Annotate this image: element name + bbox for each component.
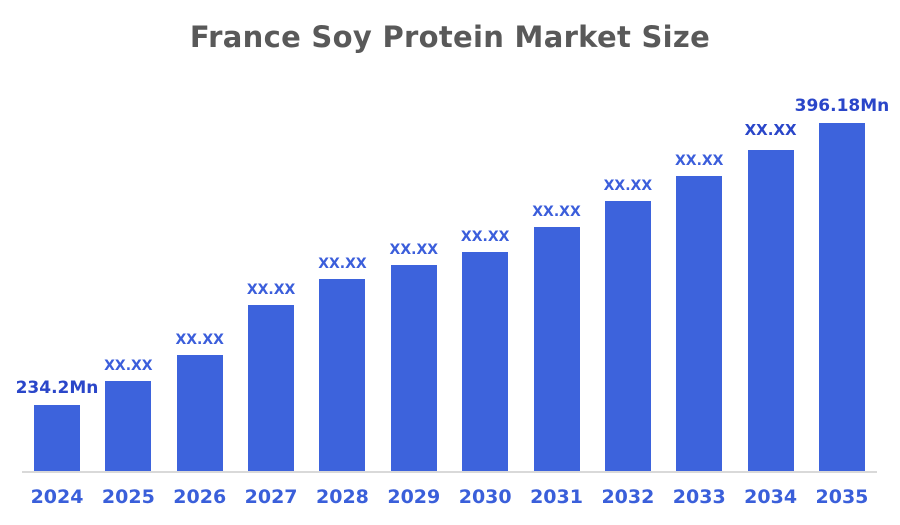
bar-value-label: XX.XX [744, 121, 797, 139]
bar-group-2026: XX.XX [175, 332, 224, 471]
chart-title: France Soy Protein Market Size [189, 20, 711, 54]
bar-group-2029: XX.XX [390, 242, 438, 471]
bar [462, 252, 509, 471]
bar [604, 201, 651, 471]
bar-group-2033: XX.XX [675, 153, 723, 471]
bar-value-label: XX.XX [389, 242, 439, 258]
bar-value-label: XX.XX [674, 153, 724, 169]
bar-group-2031: XX.XX [532, 204, 581, 471]
bar-group-2025: XX.XX [104, 358, 153, 471]
x-axis-labels: 2024 2025 2026 2027 2028 2029 2030 2031 2032 2033… [22, 486, 877, 508]
bar-group-2035: 396.18Mn [795, 96, 889, 471]
bar [248, 305, 295, 471]
bar [818, 123, 865, 471]
bar-value-label: XX.XX [246, 282, 296, 298]
x-axis-label: 2027 [244, 486, 298, 508]
x-axis-label: 2025 [101, 486, 155, 508]
bar-value-label: XX.XX [603, 178, 653, 194]
bar [105, 381, 152, 471]
bar [319, 279, 366, 471]
plot-area: 234.2Mn XX.XX XX.XX XX.XX XX.XX XX.XX XX.XX XX.… [16, 90, 889, 473]
x-axis-label: 2028 [316, 486, 369, 508]
bar-group-2028: XX.XX [318, 256, 367, 471]
bar-value-label: XX.XX [460, 229, 510, 245]
bar [747, 150, 794, 471]
bar-value-label: XX.XX [532, 204, 581, 220]
bar-group-2024: 234.2Mn [16, 378, 98, 471]
bar-group-2030: XX.XX [461, 229, 509, 471]
bar-value-label: 234.2Mn [15, 378, 99, 398]
bar-group-2027: XX.XX [247, 282, 295, 471]
bar [533, 227, 580, 471]
bar [676, 176, 723, 471]
bar-value-label: XX.XX [104, 358, 153, 374]
x-axis-label: 2029 [387, 486, 441, 508]
x-axis-label: 2031 [530, 486, 583, 508]
bar-group-2032: XX.XX [604, 178, 652, 471]
bar-value-label: XX.XX [318, 256, 367, 272]
bar-value-label: XX.XX [175, 332, 224, 348]
x-axis-label: 2033 [672, 486, 726, 508]
x-axis-label: 2032 [601, 486, 655, 508]
bar-value-label: 396.18Mn [794, 96, 890, 116]
x-axis-label: 2030 [458, 486, 512, 508]
bar-group-2034: XX.XX [745, 121, 797, 471]
bar [176, 355, 223, 471]
bar [390, 265, 437, 471]
x-axis-label: 2024 [30, 486, 84, 508]
x-axis-label: 2026 [173, 486, 227, 508]
bar [34, 405, 80, 471]
x-axis-label: 2035 [815, 486, 869, 508]
x-axis-label: 2034 [744, 486, 798, 508]
bars-container: 234.2Mn XX.XX XX.XX XX.XX XX.XX XX.XX XX.XX XX.… [16, 90, 889, 471]
